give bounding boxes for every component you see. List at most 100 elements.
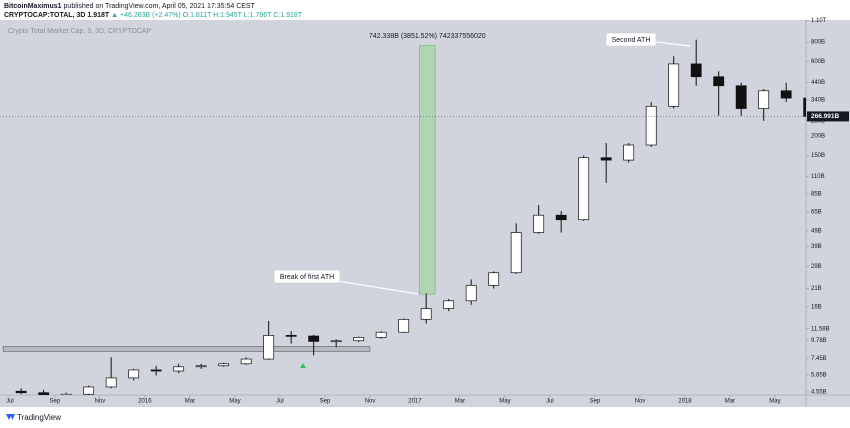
candle-body xyxy=(780,90,792,99)
candle-body xyxy=(15,390,27,394)
time-axis-bg xyxy=(0,395,850,407)
candle-body xyxy=(510,232,522,274)
y-tick-label: 110B xyxy=(811,174,825,180)
y-tick-label: 1.10T xyxy=(811,18,827,24)
candle-body xyxy=(195,365,207,368)
callout-text: Second ATH xyxy=(612,37,651,44)
measure-box xyxy=(419,45,436,295)
candle-body xyxy=(488,272,500,286)
candle-body xyxy=(240,358,252,365)
author: BitcoinMaximus1 xyxy=(4,3,62,10)
y-tick-label: 600B xyxy=(811,59,825,65)
measure-label: 742.338B (3851.52%) 742337556020 xyxy=(369,33,486,40)
candle-body xyxy=(555,214,567,221)
y-tick-label: 150B xyxy=(811,153,825,159)
watermark-title: Crypto Total Market Cap, 3, 3D, CRYPTOCA… xyxy=(8,28,151,35)
candle-body xyxy=(803,97,806,117)
up-arrow: ▲ xyxy=(111,12,118,19)
plot xyxy=(0,39,806,395)
y-tick-label: 21B xyxy=(811,286,822,292)
x-tick-label: Nov xyxy=(635,399,646,405)
last: 1.918T xyxy=(87,12,110,19)
x-tick-label: Sep xyxy=(50,399,61,405)
candle-body xyxy=(690,63,702,78)
callout-text: Break of first ATH xyxy=(280,274,334,281)
x-tick-label: Jul xyxy=(6,399,14,405)
candle-body xyxy=(60,393,72,395)
y-tick-label: 49B xyxy=(811,229,822,235)
change: +46.263B (+2.47%) xyxy=(120,12,181,19)
x-tick-label: Sep xyxy=(320,399,331,405)
brand: TradingView xyxy=(17,413,61,422)
x-tick-label: Sep xyxy=(590,399,601,405)
candle-body xyxy=(465,284,477,302)
y-tick-label: 11.58B xyxy=(811,326,830,332)
x-tick-label: Mar xyxy=(455,399,465,405)
candle-body xyxy=(353,336,365,342)
candle-body xyxy=(420,308,432,320)
y-tick-label: 7.45B xyxy=(811,356,827,362)
x-tick-label: May xyxy=(769,399,780,405)
y-tick-label: 29B xyxy=(811,264,822,270)
candle-body xyxy=(578,157,590,221)
candle-body xyxy=(83,386,95,395)
candle-body xyxy=(308,335,320,342)
candle-body xyxy=(375,331,387,338)
candle-body xyxy=(645,105,657,146)
x-tick-label: Nov xyxy=(365,399,376,405)
tv-logo xyxy=(6,414,15,420)
x-tick-label: May xyxy=(499,399,510,405)
candle-body xyxy=(330,340,342,343)
signal-arrow xyxy=(300,363,306,368)
y-tick-label: 16B xyxy=(811,304,822,310)
y-tick-label: 800B xyxy=(811,40,825,46)
x-tick-label: May xyxy=(229,399,240,405)
x-tick-label: 2018 xyxy=(678,399,692,405)
price-axis-bg xyxy=(806,20,850,395)
candle-body xyxy=(263,335,275,360)
x-tick-label: Jul xyxy=(276,399,284,405)
candle-body xyxy=(623,144,635,161)
callout-box xyxy=(273,269,341,284)
y-tick-label: 9.78B xyxy=(811,338,827,344)
y-tick-label: 340B xyxy=(811,98,825,104)
candle-body xyxy=(735,85,747,109)
candle-body xyxy=(533,214,545,233)
ohlc: O:1.811T H:1.945T L:1.786T C:1.918T xyxy=(183,12,303,19)
candle-body xyxy=(443,300,455,309)
y-tick-label: 250B xyxy=(811,118,825,124)
last-price-label: 266.991B xyxy=(811,113,839,120)
candle-body xyxy=(173,366,185,372)
candle-body xyxy=(398,319,410,333)
candle-body xyxy=(668,63,680,107)
x-tick-label: Nov xyxy=(95,399,106,405)
header-line: BitcoinMaximus1 published on TradingView… xyxy=(4,3,256,10)
plot-bg xyxy=(0,20,806,395)
x-tick-label: 2016 xyxy=(138,399,152,405)
y-tick-label: 39B xyxy=(811,244,822,250)
y-tick-label: 65B xyxy=(811,210,822,216)
x-tick-label: Mar xyxy=(185,399,195,405)
candle-body xyxy=(713,76,725,87)
candle-body xyxy=(128,369,140,379)
candle-body xyxy=(218,363,230,367)
header-line: CRYPTOCAP:TOTAL, 3D 1.918T ▲ +46.263B (+… xyxy=(4,12,303,19)
x-tick-label: 2017 xyxy=(408,399,422,405)
published: published on TradingView.com, April 05, … xyxy=(64,3,256,10)
last-price-tag xyxy=(807,111,849,122)
support-zone xyxy=(2,346,371,352)
symbol: CRYPTOCAP:TOTAL, 3D xyxy=(4,12,85,19)
x-tick-label: Jul xyxy=(546,399,554,405)
candle-body xyxy=(105,377,117,388)
candle-body xyxy=(285,335,297,337)
y-tick-label: 440B xyxy=(811,80,825,86)
y-tick-label: 5.85B xyxy=(811,373,827,379)
y-tick-label: 200B xyxy=(811,134,825,140)
callout-box xyxy=(605,32,657,47)
candle-body xyxy=(600,157,612,161)
x-tick-label: Mar xyxy=(725,399,735,405)
candle-body xyxy=(758,90,770,109)
candle-body xyxy=(38,392,50,395)
candle-body xyxy=(150,369,162,372)
